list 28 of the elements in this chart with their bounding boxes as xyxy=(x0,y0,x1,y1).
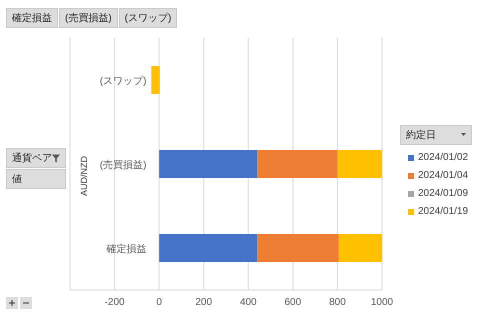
y-tick-label: (売買損益) xyxy=(100,159,146,171)
bar xyxy=(257,150,338,178)
x-tick-label: -200 xyxy=(104,297,126,308)
bar xyxy=(151,66,160,94)
text: 通貨ペア xyxy=(12,152,52,165)
y-tick-label: (スワップ) xyxy=(100,75,146,87)
bar xyxy=(337,150,382,178)
x-tick-label: 400 xyxy=(240,297,258,308)
text: (スワップ) xyxy=(118,8,178,28)
x-tick-label: 0 xyxy=(156,297,162,308)
legend-label: 2024/01/02 xyxy=(417,152,470,163)
y-axis-title: AUD/NZD xyxy=(79,156,89,196)
bar xyxy=(338,234,382,262)
x-tick-label: 600 xyxy=(284,297,302,308)
text: 値 xyxy=(6,169,66,189)
y-tick-label: 確定損益 xyxy=(105,243,146,255)
legend-label: 2024/01/04 xyxy=(417,170,470,181)
x-tick-label: 1000 xyxy=(370,297,394,308)
x-tick-label: 800 xyxy=(329,297,346,308)
bar xyxy=(257,234,339,262)
text: 確定損益 xyxy=(6,8,58,28)
x-tick-label: 200 xyxy=(195,297,212,308)
legend-label: 2024/01/09 xyxy=(417,188,470,199)
legend-title: 約定日 xyxy=(406,128,436,142)
bar xyxy=(159,234,258,262)
text: (売買損益) xyxy=(59,8,118,28)
legend-label: 2024/01/19 xyxy=(417,206,470,217)
bar xyxy=(159,150,258,178)
